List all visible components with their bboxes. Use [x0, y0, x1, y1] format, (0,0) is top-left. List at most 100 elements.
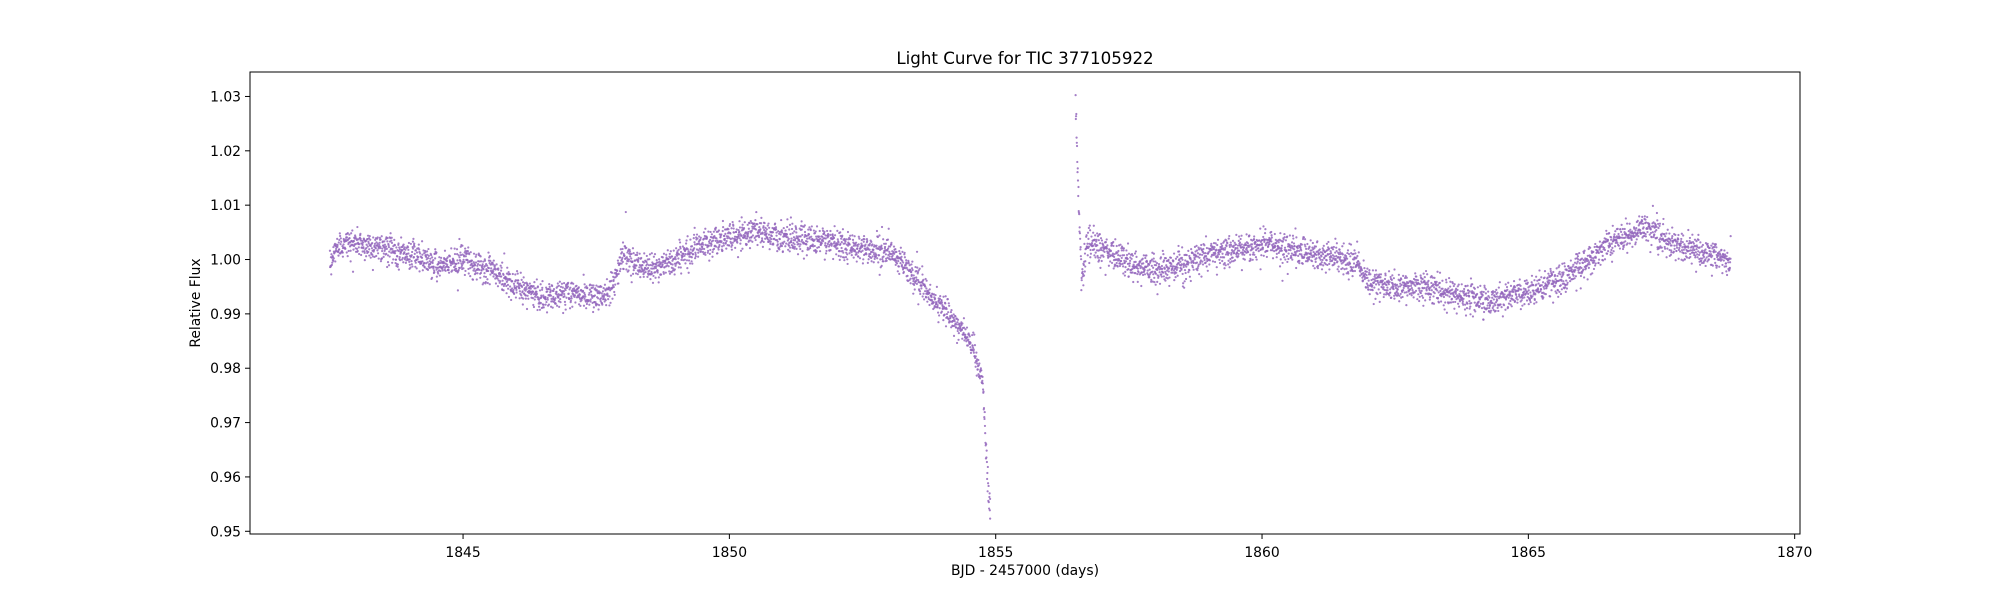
data-point: [701, 247, 704, 250]
data-point: [708, 252, 711, 255]
data-point: [472, 252, 476, 255]
data-point: [1208, 263, 1211, 266]
data-point: [1366, 286, 1369, 289]
data-point: [938, 314, 941, 317]
data-point: [1097, 256, 1100, 259]
data-point: [384, 245, 388, 248]
data-point: [725, 239, 728, 243]
data-point: [505, 292, 508, 295]
data-point: [1085, 234, 1088, 237]
data-point: [796, 253, 800, 256]
data-point: [793, 230, 796, 233]
data-point: [529, 290, 532, 293]
data-point: [1273, 232, 1276, 236]
data-point: [1107, 264, 1110, 267]
data-point: [801, 233, 804, 237]
data-point: [714, 239, 717, 242]
data-point: [1471, 283, 1474, 286]
data-point: [395, 246, 398, 249]
data-point: [1444, 301, 1447, 304]
data-point: [950, 314, 954, 318]
data-point: [660, 261, 663, 264]
data-point: [988, 492, 991, 495]
data-point: [946, 297, 949, 301]
data-point: [860, 242, 863, 245]
data-point: [655, 258, 658, 262]
data-point: [1320, 261, 1323, 264]
data-point: [1078, 226, 1081, 229]
data-point: [1347, 272, 1350, 275]
data-point: [875, 229, 879, 233]
data-point: [1445, 311, 1449, 314]
data-point: [789, 233, 792, 236]
data-point: [1295, 266, 1298, 270]
data-point: [1193, 245, 1197, 248]
data-point: [588, 288, 592, 291]
data-point: [723, 234, 726, 237]
data-point: [1180, 263, 1183, 266]
data-point: [1113, 253, 1116, 256]
data-point: [1080, 276, 1083, 280]
data-point: [483, 259, 487, 262]
data-point: [1183, 286, 1186, 289]
data-point: [1373, 273, 1377, 276]
data-point: [936, 305, 939, 309]
data-point: [1536, 288, 1540, 291]
data-point: [464, 255, 467, 258]
data-point: [829, 229, 832, 233]
data-point: [1453, 295, 1457, 299]
data-point: [1254, 241, 1257, 244]
data-point: [1593, 245, 1596, 249]
data-point: [390, 241, 394, 244]
data-point: [964, 328, 967, 331]
data-point: [1255, 249, 1258, 252]
data-point: [1432, 302, 1436, 305]
data-point: [558, 280, 561, 283]
data-point: [331, 261, 334, 264]
data-point: [577, 290, 580, 293]
data-point: [1582, 268, 1585, 271]
data-point: [609, 289, 612, 292]
data-point: [678, 238, 681, 241]
data-point: [839, 255, 842, 258]
data-point: [1299, 244, 1302, 247]
data-point: [413, 242, 416, 245]
data-point: [434, 248, 437, 251]
data-point: [1290, 241, 1294, 244]
data-point: [1440, 295, 1443, 298]
data-point: [1455, 312, 1458, 315]
data-point: [387, 246, 391, 249]
data-point: [966, 344, 969, 347]
data-point: [1342, 273, 1345, 276]
data-point: [750, 229, 753, 232]
data-point: [1233, 251, 1236, 255]
data-point: [707, 230, 710, 233]
data-point: [484, 280, 487, 284]
data-point: [712, 247, 716, 250]
data-point: [887, 253, 890, 257]
data-point: [1309, 252, 1313, 255]
data-point: [827, 232, 830, 236]
data-point: [514, 273, 517, 276]
data-point: [424, 251, 427, 254]
data-point: [423, 261, 426, 265]
data-point: [1591, 272, 1594, 275]
data-point: [528, 282, 531, 285]
data-point: [349, 249, 352, 252]
data-point: [357, 246, 360, 249]
data-point: [813, 238, 816, 241]
data-point: [562, 282, 566, 285]
data-point: [711, 239, 715, 242]
data-point: [1134, 250, 1137, 253]
data-point: [712, 230, 715, 233]
data-point: [1401, 295, 1404, 299]
data-point: [957, 332, 960, 335]
data-point: [971, 333, 974, 337]
data-point: [746, 223, 749, 226]
data-point: [1438, 281, 1441, 284]
data-point: [1601, 259, 1605, 262]
data-point: [1390, 296, 1393, 299]
data-point: [1320, 268, 1324, 271]
data-point: [1303, 255, 1306, 259]
